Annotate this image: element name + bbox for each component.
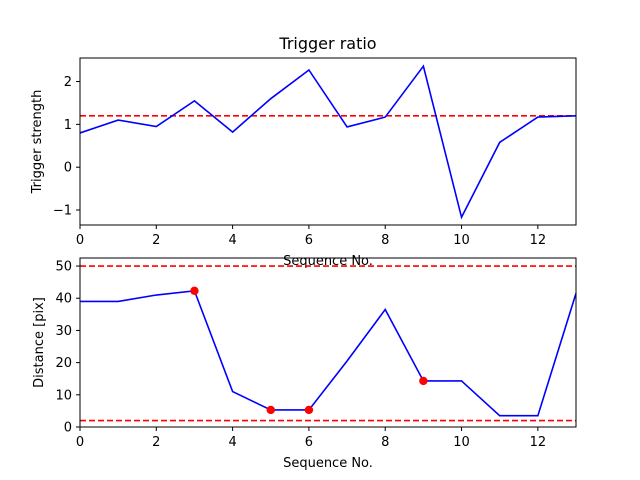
- y-axis-label: Distance [pix]: [32, 297, 47, 388]
- series-lines: [79, 64, 577, 220]
- data-marker: [419, 376, 428, 386]
- threshold-lines: [80, 265, 576, 422]
- x-tick-label: 6: [305, 435, 313, 450]
- y-tick-label: 20: [55, 356, 72, 371]
- y-tick-label: 50: [55, 260, 72, 275]
- marker-points: [190, 286, 428, 415]
- y-tick-label: 1: [64, 118, 72, 133]
- x-ticks: 0 2 4 6 8 10 12: [76, 225, 546, 248]
- x-tick-label: 0: [76, 435, 84, 450]
- x-tick-label: 4: [228, 435, 236, 450]
- y-tick-label: 0: [64, 161, 72, 176]
- y-tick-label: −1: [53, 204, 72, 219]
- y-tick-label: 30: [55, 324, 72, 339]
- x-tick-label: 8: [381, 233, 389, 248]
- y-tick-label: 10: [55, 388, 72, 403]
- plot-frame: [79, 257, 577, 428]
- y-ticks: −1 0 1 2: [53, 75, 80, 219]
- series-lines: [80, 289, 577, 417]
- subplot-distance: 0 2 4 6 8 10 12 0 10 20 30 40 50 Sequence No. Dista…: [32, 257, 577, 471]
- x-tick-label: 10: [453, 435, 470, 450]
- x-tick-label: 10: [453, 233, 470, 248]
- y-tick-label: 2: [64, 75, 72, 90]
- chart-title: Trigger ratio: [278, 34, 376, 53]
- data-marker: [190, 286, 199, 296]
- x-axis-label: Sequence No.: [283, 456, 373, 471]
- series-line: [80, 289, 577, 417]
- y-tick-label: 40: [55, 292, 72, 307]
- x-tick-label: 4: [228, 233, 236, 248]
- y-axis-label: Trigger strength: [30, 90, 45, 195]
- x-ticks: 0 2 4 6 8 10 12: [76, 427, 546, 450]
- y-tick-label: 0: [64, 421, 72, 436]
- plot-frame: [79, 57, 577, 226]
- x-tick-label: 6: [305, 233, 313, 248]
- x-tick-label: 12: [530, 435, 547, 450]
- x-tick-label: 0: [76, 233, 84, 248]
- x-tick-label: 8: [381, 435, 389, 450]
- x-tick-label: 2: [152, 233, 160, 248]
- data-marker: [266, 405, 275, 415]
- data-marker: [304, 405, 314, 415]
- x-tick-label: 12: [530, 233, 547, 248]
- y-ticks: 0 10 20 30 40 50: [55, 260, 80, 436]
- x-tick-label: 2: [152, 435, 160, 450]
- series-line: [79, 64, 577, 220]
